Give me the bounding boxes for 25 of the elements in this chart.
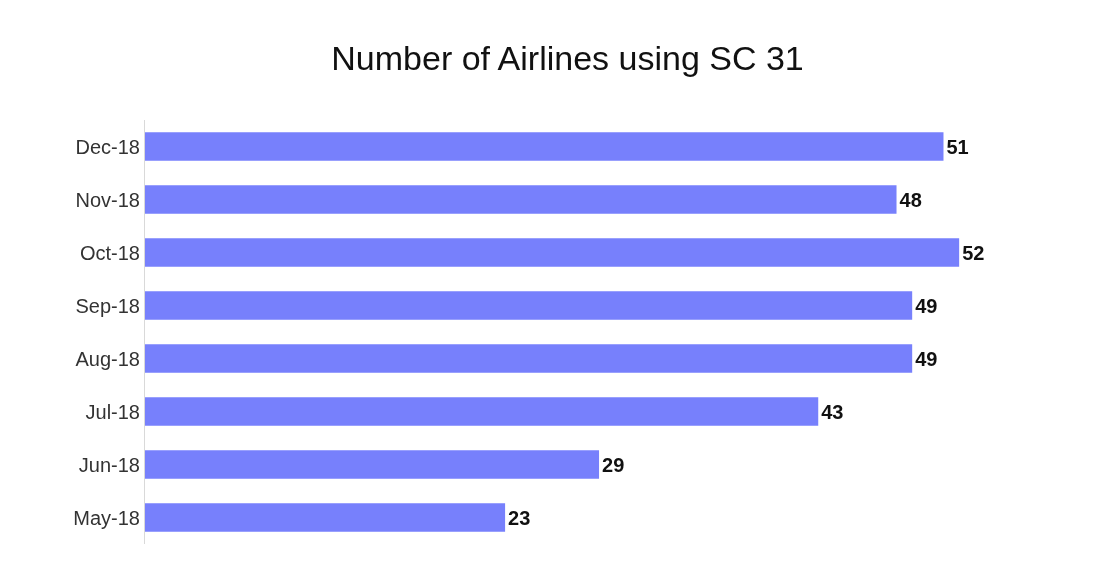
data-label: 29	[602, 453, 625, 476]
data-label: 52	[962, 241, 985, 264]
data-label: 43	[821, 400, 844, 423]
data-label: 49	[915, 294, 938, 317]
y-tick-label: May-18	[73, 506, 140, 529]
y-tick-label: Oct-18	[79, 241, 140, 264]
data-label: 48	[899, 188, 922, 211]
chart-title: Number of Airlines using SC 31	[331, 38, 804, 77]
bar	[145, 344, 913, 373]
data-label: 23	[508, 506, 531, 529]
y-tick-label: Aug-18	[75, 347, 140, 370]
y-tick-label: Jul-18	[85, 400, 140, 423]
y-tick-label: Sep-18	[75, 294, 140, 317]
y-tick-label: Nov-18	[75, 188, 140, 211]
bar	[145, 291, 913, 320]
bar	[145, 132, 944, 161]
bar	[145, 397, 819, 426]
bar	[145, 503, 506, 532]
y-tick-label: Dec-18	[75, 135, 140, 158]
data-label: 49	[915, 347, 938, 370]
y-tick-label: Jun-18	[78, 453, 140, 476]
bar	[145, 450, 600, 479]
data-label: 51	[946, 135, 969, 158]
bar	[145, 238, 960, 267]
bar	[145, 185, 897, 214]
